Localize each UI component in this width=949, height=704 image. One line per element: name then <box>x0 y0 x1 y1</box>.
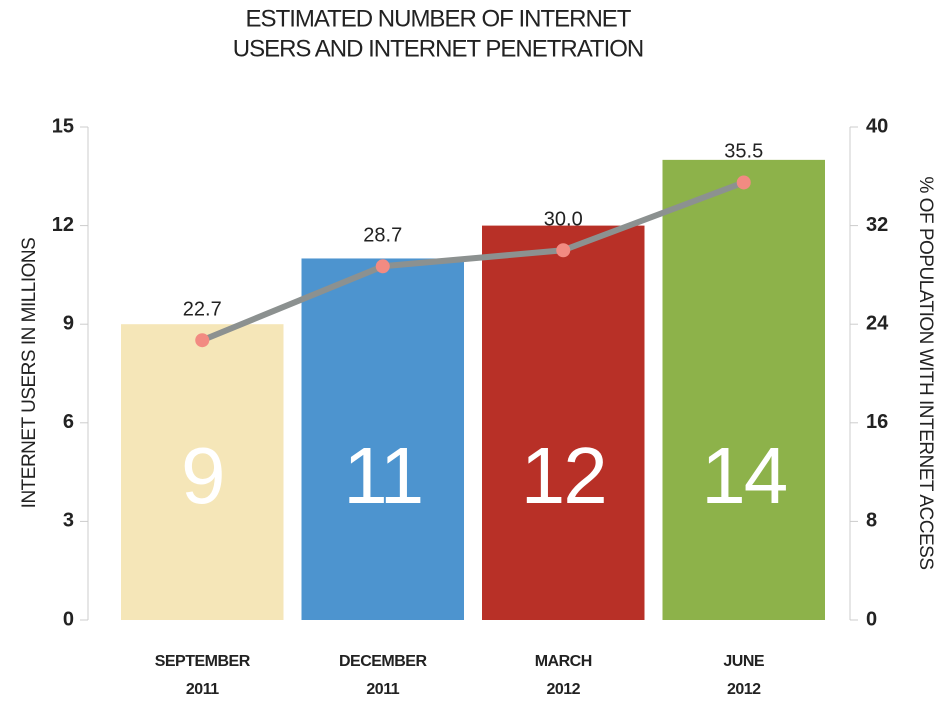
y2-tick-label: 40 <box>866 115 888 137</box>
x-tick-label: 2011 <box>366 681 399 698</box>
bar-label: 11 <box>343 431 422 520</box>
y2-axis-label: % OF POPULATION WITH INTERNET ACCESS <box>915 176 936 569</box>
x-tick-label: MARCH <box>535 653 592 670</box>
line <box>201 179 745 343</box>
line-label: 30.0 <box>544 209 583 231</box>
bar <box>301 258 464 620</box>
x-tick-label: 2012 <box>727 681 761 698</box>
y-axis-label: INTERNET USERS IN MILLIONS <box>19 238 40 509</box>
x-tick-label: SEPTEMBER <box>155 653 251 670</box>
y2-tick-label: 24 <box>866 312 889 334</box>
bar <box>482 225 645 620</box>
y2-tick-label: 8 <box>866 510 877 532</box>
x-tick-label: 2011 <box>186 681 219 698</box>
bar-label: 14 <box>701 431 786 520</box>
x-tick-label: DECEMBER <box>339 653 428 670</box>
y-tick-label: 6 <box>63 411 74 433</box>
y-tick-label: 0 <box>63 608 74 630</box>
y2-tick-label: 32 <box>866 214 888 236</box>
line-label: 22.7 <box>183 299 222 321</box>
line-label: 35.5 <box>724 141 763 163</box>
y-tick-label: 9 <box>63 312 74 334</box>
chart-title: ESTIMATED NUMBER OF INTERNET <box>246 5 632 32</box>
y-tick-label: 12 <box>52 214 74 236</box>
bar-label: 12 <box>521 431 606 520</box>
y2-tick-label: 16 <box>866 411 888 433</box>
x-tick-label: JUNE <box>723 653 765 670</box>
marker <box>195 333 210 348</box>
y-tick-label: 3 <box>63 510 74 532</box>
bar-label: 9 <box>181 431 224 520</box>
marker <box>736 175 751 190</box>
y-tick-label: 15 <box>52 115 74 137</box>
marker <box>375 259 390 274</box>
bar <box>662 159 825 620</box>
bar <box>121 324 284 620</box>
line-label: 28.7 <box>363 225 402 247</box>
y2-tick-label: 0 <box>866 608 877 630</box>
x-tick-label: 2012 <box>546 681 580 698</box>
marker <box>556 243 571 258</box>
chart-title: USERS AND INTERNET PENETRATION <box>233 35 644 62</box>
